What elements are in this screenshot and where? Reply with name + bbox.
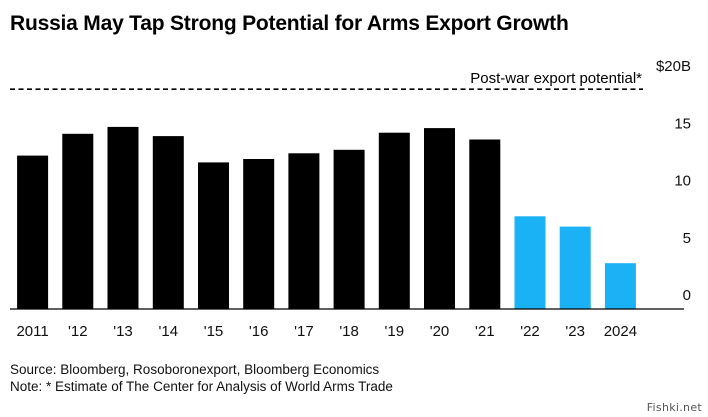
x-tick-label: '14 [159,323,179,340]
bar-5 [243,159,275,309]
x-tick-label: '19 [385,323,405,340]
x-tick-label: '23 [565,323,585,340]
bar-9 [424,128,455,309]
bar-13 [604,263,636,309]
post-war-potential-label: Post-war export potential* [470,70,642,87]
x-tick-label: '16 [249,323,269,340]
bar-10 [469,139,501,309]
bar-8 [378,132,410,309]
bar-1 [62,133,94,309]
bar-12 [559,226,591,309]
source-note: Source: Bloomberg, Rosoboronexport, Bloo… [10,362,380,377]
y-tick-label: 15 [674,115,691,132]
bar-0 [17,155,49,309]
bar-6 [288,153,320,309]
x-axis-labels: 2011 '12 '13 '14 '15 '16 '17 '18 '19 '20 '21 '22 '23… [16,323,637,340]
x-tick-label: '21 [475,323,495,340]
bars-layer [17,126,636,310]
watermark: Fishki.net [646,401,702,414]
bar-2 [107,126,139,310]
x-tick-label: 2011 [16,323,48,340]
x-tick-label: '17 [294,323,314,340]
y-tick-label: 10 [674,173,691,190]
x-tick-label: 2024 [604,323,637,340]
bar-4 [198,162,229,309]
chart-title: Russia May Tap Strong Potential for Arms… [10,12,569,35]
y-tick-label: $20B [656,58,691,75]
y-axis-labels: 0 5 10 15 $20B [656,58,691,304]
x-tick-label: '12 [68,323,88,340]
y-tick-label: 5 [683,230,691,247]
x-tick-label: '15 [204,323,224,340]
bar-7 [333,149,365,309]
x-tick-label: '18 [339,323,359,340]
bar-3 [152,136,184,309]
bar-11 [514,216,546,309]
x-tick-label: '13 [113,323,133,340]
reference-layer: Post-war export potential* [10,70,643,90]
x-tick-label: '22 [520,323,540,340]
y-tick-label: 0 [683,287,691,304]
estimate-note: Note: * Estimate of The Center for Analy… [10,379,393,394]
x-tick-label: '20 [430,323,450,340]
